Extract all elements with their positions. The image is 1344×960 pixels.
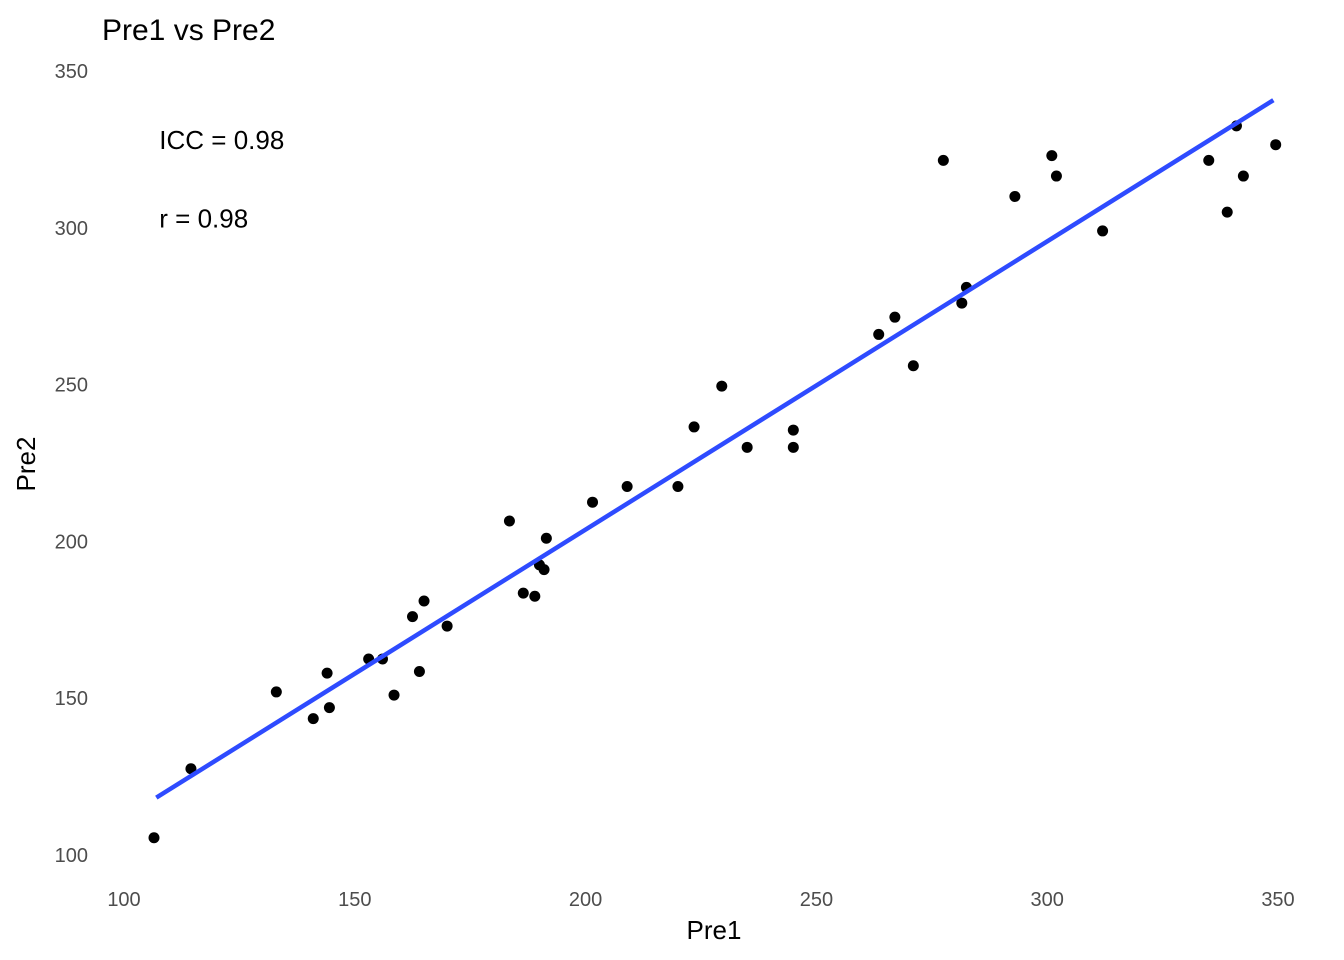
data-point [873,328,885,340]
x-tick-label: 250 [800,889,833,911]
x-tick-label: 100 [107,889,140,911]
y-tick-label: 250 [55,375,88,397]
data-point [517,587,529,599]
data-series [148,98,1282,844]
data-point [148,832,160,844]
stat-annotation: r = 0.98 [159,203,248,233]
data-point [538,564,550,576]
regression-line [155,98,1275,800]
data-point [1046,150,1058,162]
data-point [540,532,552,544]
data-point [307,713,319,725]
data-point [321,667,333,679]
x-axis-title: Pre1 [687,915,742,945]
y-tick-label: 200 [55,531,88,553]
data-point [1270,139,1282,151]
data-point [270,686,282,698]
y-axis-title: Pre2 [11,437,41,492]
data-point [1097,225,1109,237]
data-point [621,481,633,493]
data-point [889,311,901,323]
data-point [1203,154,1215,166]
annotations: ICC = 0.98 r = 0.98 [159,125,284,233]
x-tick-label: 150 [338,889,371,911]
data-point [1009,190,1021,202]
data-point [787,424,799,436]
data-point [323,702,335,714]
data-point [1050,170,1062,182]
y-tick-label: 100 [55,845,88,867]
data-point [907,360,919,372]
data-point [418,595,430,607]
data-point [185,763,197,775]
y-axis-ticks: 100 150 200 250 300 350 [55,61,88,867]
data-point [956,297,968,309]
data-point [1221,206,1233,218]
y-tick-label: 350 [55,61,88,83]
y-tick-label: 300 [55,218,88,240]
data-point [441,620,453,632]
data-point [688,421,700,433]
chart-title: Pre1 vs Pre2 [102,14,275,47]
data-point [587,496,599,508]
x-tick-label: 350 [1261,889,1294,911]
data-point [672,481,684,493]
x-tick-label: 300 [1031,889,1064,911]
data-point [529,590,541,602]
data-point [413,666,425,678]
stat-annotation: ICC = 0.98 [159,125,284,155]
data-point [503,515,515,527]
data-point [388,689,400,701]
y-tick-label: 150 [55,688,88,710]
x-tick-label: 200 [569,889,602,911]
data-point [787,441,799,453]
data-point [407,611,418,623]
data-point [937,154,949,166]
data-point [716,380,728,392]
data-point [1237,170,1249,182]
data-point [741,441,753,453]
x-axis-ticks: 100 150 200 250 300 350 [107,889,1294,911]
